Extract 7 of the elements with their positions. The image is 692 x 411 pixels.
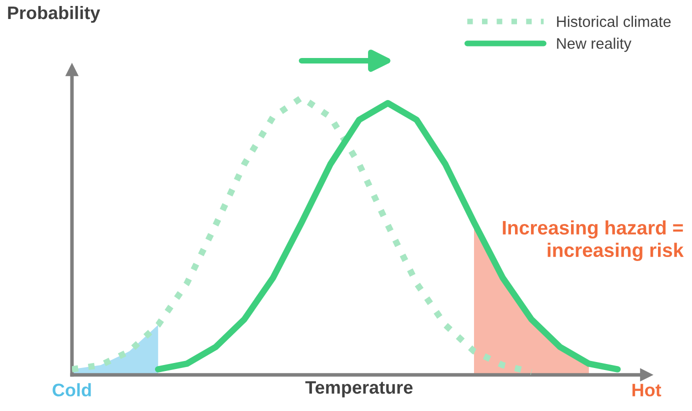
x-tick-label: Cold bbox=[52, 383, 91, 396]
x-axis-title: Temperature bbox=[305, 381, 413, 398]
legend-label: Historical climate bbox=[557, 16, 671, 28]
legend-label: New reality bbox=[557, 38, 632, 52]
annotation: Increasing hazard = increasing risk bbox=[502, 220, 684, 261]
x-tick-label: Hot bbox=[632, 384, 662, 396]
y-axis-title: Probability bbox=[8, 6, 100, 23]
